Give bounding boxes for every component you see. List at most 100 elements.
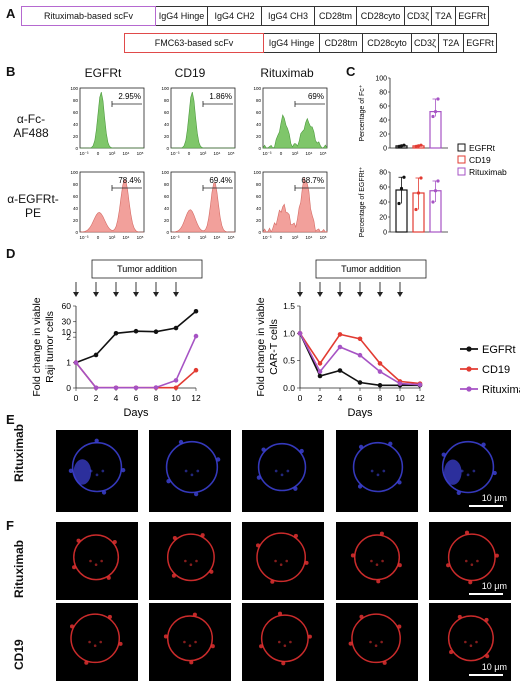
data-point: [399, 144, 404, 148]
cell-outline: [166, 533, 215, 582]
x-tick-label: 10³: [292, 235, 299, 240]
intracellular-dot: [183, 640, 186, 644]
x-tick-label: 10⁴: [123, 235, 130, 240]
y-tick-label: 100: [161, 86, 169, 91]
membrane-protrusion: [357, 484, 363, 489]
construct-segment: IgG4 Hinge: [264, 33, 320, 53]
y-tick-label: 60: [256, 110, 262, 115]
membrane-protrusion: [178, 439, 184, 445]
line-chart: Tumor addition 0.0 0.5 1.0 1.5 0 2 4 6 8 10 12 Days F…: [255, 259, 427, 418]
membrane-protrusion: [348, 641, 353, 646]
gate-percent: 2.95%: [118, 92, 141, 101]
y-tick-label: 0: [166, 230, 169, 235]
histogram-curve: [171, 182, 235, 233]
x-tick-label: 6: [358, 393, 363, 403]
scale-bar-label: 10 μm: [481, 581, 507, 591]
cell-membrane: [351, 613, 401, 664]
data-point: [402, 175, 406, 179]
series-point: [377, 361, 383, 366]
legend-marker: [466, 346, 472, 352]
membrane-protrusion: [106, 575, 111, 580]
membrane-protrusion: [281, 661, 286, 666]
legend-label: EGFRt: [469, 143, 496, 153]
flow-row-label-line: PE: [24, 206, 41, 220]
construct-segment: IgG4 CH3: [262, 6, 315, 26]
intracellular-dot: [381, 559, 384, 563]
intracellular-dot: [95, 473, 99, 477]
membrane-protrusion: [397, 563, 402, 568]
legend-label: CD19: [469, 155, 491, 165]
scale-bar: [469, 593, 503, 595]
y-tick-label: 20: [73, 218, 79, 223]
y-tick-label: 40: [164, 122, 170, 127]
y-tick-label: 1.0: [283, 328, 295, 338]
membrane-protrusion: [464, 530, 470, 535]
series-point: [153, 385, 159, 390]
x-tick-label: 0: [74, 393, 79, 403]
construct-rituximab: Rituximab-based scFv IgG4 Hinge IgG4 CH2…: [21, 6, 489, 26]
x-tick-label: 0: [97, 151, 100, 156]
y-tick-label: 1.5: [283, 301, 295, 311]
y-axis-label: Percentage of Fc⁺: [359, 84, 366, 141]
data-point: [431, 200, 435, 204]
x-tick-label: 0: [97, 235, 100, 240]
y-tick-label: 60: [379, 104, 387, 111]
membrane-protrusion: [481, 442, 486, 447]
panel-letter-c: C: [346, 64, 356, 79]
data-point: [397, 201, 401, 206]
cell-membrane: [447, 533, 496, 582]
panel-letter-f: F: [6, 518, 14, 533]
intracellular-dot: [280, 473, 284, 477]
intracellular-dot: [369, 640, 372, 644]
arrow-head: [377, 292, 383, 297]
intracellular-dot: [184, 469, 188, 473]
y-tick-label: 100: [253, 170, 261, 175]
micrograph-panel: 10 μm: [429, 430, 511, 512]
intracellular-dot: [374, 644, 378, 648]
membrane-protrusion: [441, 452, 446, 457]
intracellular-dot: [277, 640, 281, 644]
intracellular-dot: [475, 640, 478, 644]
gate-percent: 68.7%: [301, 176, 324, 185]
membrane-protrusion: [382, 660, 387, 665]
membrane-protrusion: [270, 579, 275, 584]
flow-col-title: EGFRt: [84, 66, 122, 80]
intracellular-dot: [99, 640, 103, 644]
intracellular-dot: [382, 469, 386, 473]
intracellular-dot: [370, 469, 374, 473]
construct-segment: CD3ζ: [405, 6, 432, 26]
intracellular-dot: [283, 644, 287, 648]
series-point: [133, 328, 139, 334]
y-tick-label: 40: [164, 206, 170, 211]
arrow-head: [317, 292, 323, 297]
flow-row-label: α-Fc- AF488: [4, 112, 58, 140]
flow-col-title: Rituximab: [260, 66, 314, 80]
membrane-protrusion: [84, 660, 89, 665]
intracellular-dot: [469, 644, 473, 648]
gate-percent: 69.4%: [209, 176, 232, 185]
x-tick-label: 0: [280, 151, 283, 156]
y-tick-label: 60: [73, 194, 79, 199]
membrane-protrusion: [72, 565, 77, 570]
y-tick-label: 0: [258, 230, 261, 235]
gate-percent: 78.4%: [118, 176, 141, 185]
gate-percent: 1.86%: [209, 92, 232, 101]
intracellular-dot: [464, 640, 467, 644]
intracellular-dot: [93, 644, 97, 648]
micrograph-panel: [242, 430, 324, 512]
y-tick-label: 0.0: [283, 383, 295, 393]
construct-segment: T2A: [432, 6, 456, 26]
intracellular-dot: [289, 640, 292, 644]
membrane-protrusion: [256, 475, 262, 480]
cell-membrane: [257, 442, 307, 492]
series-point: [153, 329, 159, 335]
arrow-head: [113, 292, 119, 297]
construct-segment: CD28cyto: [357, 6, 405, 26]
y-tick-label: 40: [379, 118, 387, 125]
histogram-curve: [80, 92, 144, 149]
cell-outline: [68, 438, 126, 495]
membrane-protrusion: [299, 448, 304, 454]
x-tick-label: 4: [338, 393, 343, 403]
